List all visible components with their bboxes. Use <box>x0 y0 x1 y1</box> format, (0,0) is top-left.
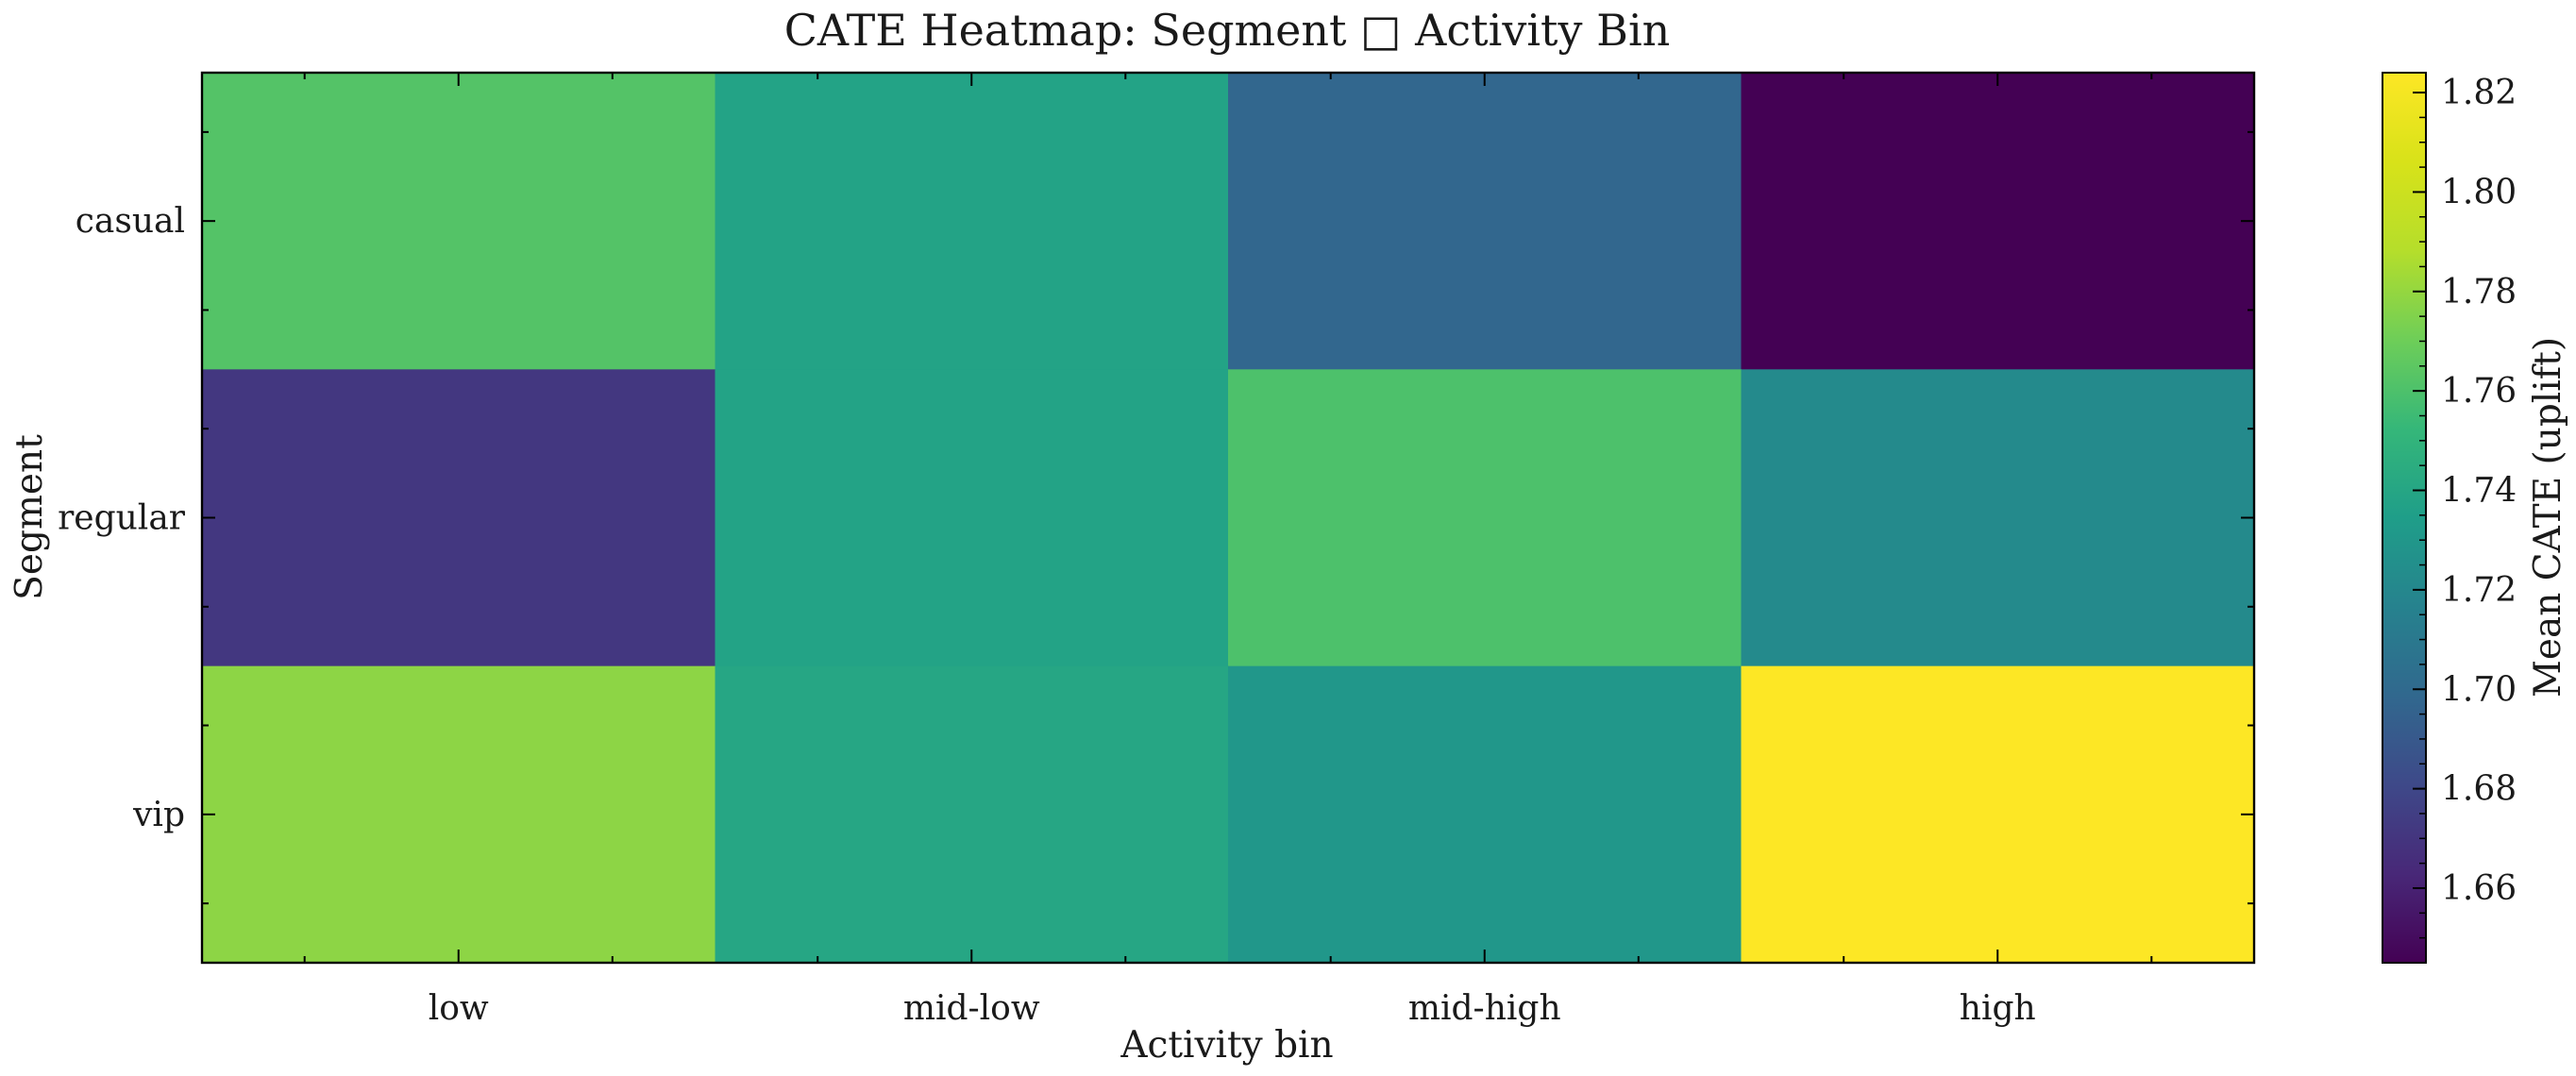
x-tick-label: mid-low <box>903 989 1040 1028</box>
colorbar-tick-label: 1.68 <box>2441 770 2517 809</box>
colorbar-tick-label: 1.66 <box>2441 869 2517 908</box>
x-tick-labels: low mid-low mid-high high <box>429 989 2036 1028</box>
heatmap-cell <box>1228 369 1743 667</box>
y-tick-label: vip <box>132 796 185 834</box>
colorbar-label: Mean CATE (uplift) <box>2527 337 2569 698</box>
plot-ticks <box>202 73 2254 963</box>
heatmap-cell <box>202 369 716 667</box>
x-tick-label: low <box>429 989 489 1028</box>
chart-title: CATE Heatmap: Segment □ Activity Bin <box>784 5 1671 56</box>
colorbar-tick-label: 1.74 <box>2441 472 2517 511</box>
heatmap-cell <box>715 665 1229 964</box>
x-tick-label: high <box>1960 989 2036 1028</box>
heatmap-cell <box>1228 665 1743 964</box>
heatmap-cell <box>1741 73 2255 370</box>
heatmap-cell <box>715 369 1229 667</box>
colorbar-ticks: 1.66 1.68 1.70 1.72 1.74 1.76 1.78 1.80 1.82 <box>2413 74 2517 964</box>
heatmap-cell <box>1741 665 2255 964</box>
heatmap-cell <box>1741 369 2255 667</box>
heatmap-cell <box>202 665 716 964</box>
colorbar-tick-label: 1.78 <box>2441 273 2517 311</box>
y-tick-labels: casual regular vip <box>58 202 186 834</box>
colorbar-tick-label: 1.72 <box>2441 571 2517 610</box>
y-tick-label: regular <box>58 499 186 538</box>
y-axis-title: Segment <box>8 434 51 600</box>
colorbar-tick-label: 1.80 <box>2441 173 2517 211</box>
colorbar <box>2382 72 2427 964</box>
heatmap-cell <box>202 73 716 370</box>
y-tick-label: casual <box>76 202 185 241</box>
colorbar-tick-label: 1.70 <box>2441 670 2517 709</box>
x-axis-title: Activity bin <box>1120 1024 1333 1067</box>
colorbar-tick-label: 1.76 <box>2441 372 2517 411</box>
x-tick-label: mid-high <box>1408 989 1561 1028</box>
colorbar-tick-label: 1.82 <box>2441 74 2517 112</box>
heatmap-cell <box>715 73 1229 370</box>
heatmap-cell <box>1228 73 1743 370</box>
heatmap-cells <box>202 73 2255 964</box>
